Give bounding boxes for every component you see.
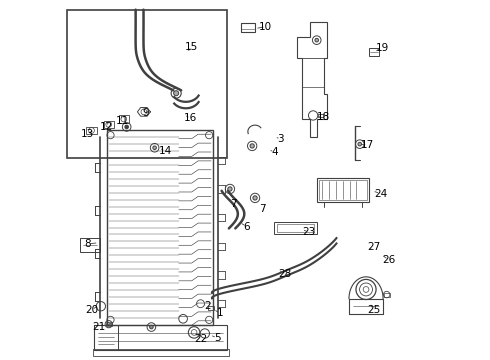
- Text: 5: 5: [214, 333, 220, 343]
- Text: 13: 13: [80, 129, 94, 139]
- Text: 8: 8: [85, 239, 91, 249]
- Text: 12: 12: [100, 122, 114, 132]
- Text: 23: 23: [302, 227, 316, 237]
- Text: 4: 4: [271, 147, 278, 157]
- Text: 7: 7: [259, 204, 266, 215]
- Text: 7: 7: [230, 199, 237, 210]
- Text: 21: 21: [92, 322, 105, 332]
- Circle shape: [315, 39, 318, 42]
- Circle shape: [125, 125, 128, 129]
- Circle shape: [173, 91, 179, 96]
- Circle shape: [253, 196, 257, 200]
- Text: 10: 10: [259, 22, 272, 32]
- Circle shape: [250, 144, 254, 148]
- Text: 17: 17: [361, 140, 374, 150]
- Text: 15: 15: [185, 42, 198, 51]
- Text: 20: 20: [85, 305, 98, 315]
- Text: 22: 22: [195, 333, 208, 343]
- Text: 24: 24: [374, 189, 387, 199]
- Circle shape: [153, 146, 156, 149]
- Text: 6: 6: [244, 222, 250, 231]
- Text: 11: 11: [116, 116, 129, 126]
- Circle shape: [228, 187, 232, 191]
- Text: 1: 1: [217, 309, 223, 318]
- Text: 3: 3: [277, 134, 284, 144]
- Text: 28: 28: [278, 269, 292, 279]
- Text: 26: 26: [382, 255, 395, 265]
- Text: 18: 18: [317, 112, 330, 122]
- Text: 19: 19: [375, 43, 389, 53]
- Text: 27: 27: [367, 242, 380, 252]
- Circle shape: [149, 325, 153, 329]
- Text: 9: 9: [142, 108, 148, 118]
- Text: 14: 14: [159, 146, 172, 156]
- Text: 2: 2: [204, 301, 211, 311]
- Text: 16: 16: [184, 113, 197, 123]
- Circle shape: [358, 142, 362, 146]
- Text: 25: 25: [367, 305, 380, 315]
